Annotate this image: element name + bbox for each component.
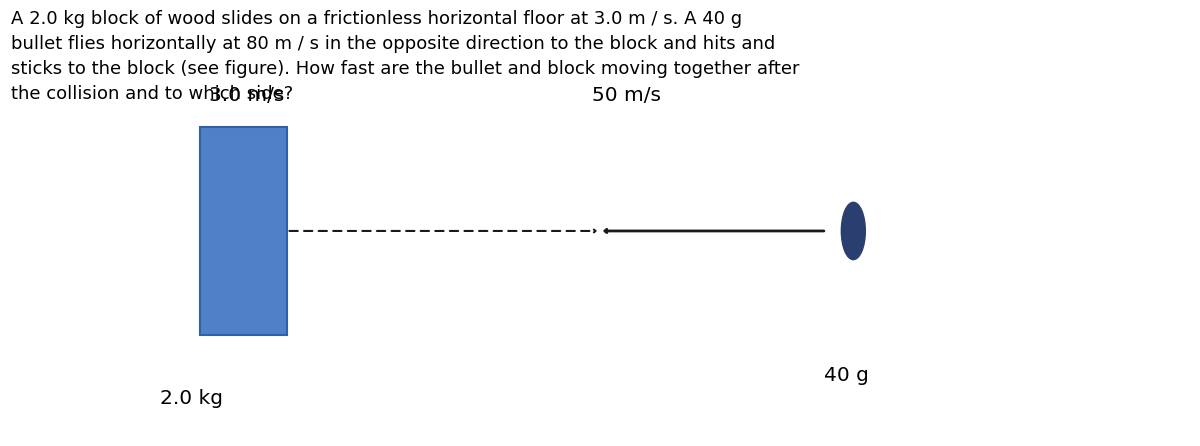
Text: 3.0 m/s: 3.0 m/s bbox=[209, 86, 284, 105]
Bar bbox=[200, 128, 287, 334]
Text: 2.0 kg: 2.0 kg bbox=[160, 388, 223, 408]
Text: 40 g: 40 g bbox=[824, 366, 869, 385]
Text: A 2.0 kg block of wood slides on a frictionless horizontal floor at 3.0 m / s. A: A 2.0 kg block of wood slides on a frict… bbox=[11, 9, 799, 103]
Circle shape bbox=[841, 202, 865, 260]
Text: 50 m/s: 50 m/s bbox=[592, 86, 661, 105]
